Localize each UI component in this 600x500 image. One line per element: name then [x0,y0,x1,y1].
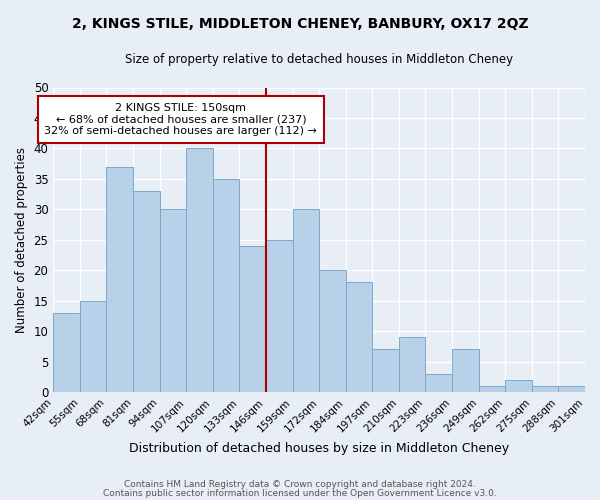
Bar [505,380,532,392]
Bar [399,337,425,392]
Bar [133,191,160,392]
Bar [346,282,373,392]
Bar [532,386,559,392]
Title: Size of property relative to detached houses in Middleton Cheney: Size of property relative to detached ho… [125,52,513,66]
Y-axis label: Number of detached properties: Number of detached properties [15,146,28,332]
Bar [373,350,399,392]
Text: 2, KINGS STILE, MIDDLETON CHENEY, BANBURY, OX17 2QZ: 2, KINGS STILE, MIDDLETON CHENEY, BANBUR… [71,18,529,32]
Bar [239,246,266,392]
X-axis label: Distribution of detached houses by size in Middleton Cheney: Distribution of detached houses by size … [129,442,509,455]
Text: 2 KINGS STILE: 150sqm
← 68% of detached houses are smaller (237)
32% of semi-det: 2 KINGS STILE: 150sqm ← 68% of detached … [44,102,317,136]
Bar [479,386,505,392]
Text: Contains HM Land Registry data © Crown copyright and database right 2024.: Contains HM Land Registry data © Crown c… [124,480,476,489]
Text: Contains public sector information licensed under the Open Government Licence v3: Contains public sector information licen… [103,489,497,498]
Bar [80,300,106,392]
Bar [53,313,80,392]
Bar [106,166,133,392]
Bar [559,386,585,392]
Bar [452,350,479,392]
Bar [213,179,239,392]
Bar [319,270,346,392]
Bar [160,210,186,392]
Bar [425,374,452,392]
Bar [293,210,319,392]
Bar [186,148,213,392]
Bar [266,240,293,392]
